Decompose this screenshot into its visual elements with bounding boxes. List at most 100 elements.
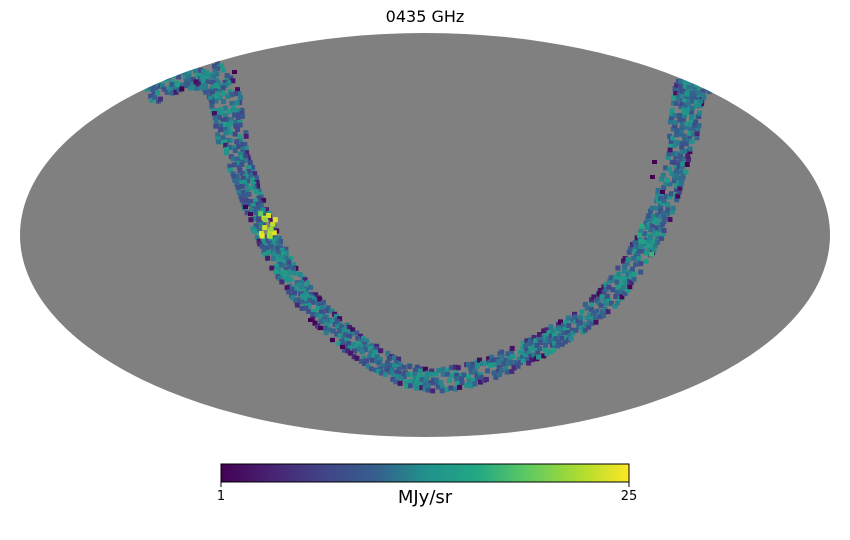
band-pixel	[628, 246, 634, 252]
band-pixel	[181, 63, 187, 68]
band-pixel	[156, 74, 162, 80]
band-pixel	[552, 340, 558, 346]
band-pixel	[211, 74, 217, 80]
band-pixel	[231, 162, 237, 168]
band-pixel	[246, 165, 252, 170]
band-pixel	[610, 287, 616, 293]
band-pixel	[468, 383, 474, 389]
band-pixel	[604, 293, 610, 299]
band-pixel	[367, 355, 373, 361]
band-pixel	[668, 119, 673, 125]
band-pixel	[179, 66, 185, 71]
band-pixel	[672, 113, 678, 119]
band-pixel	[606, 284, 612, 290]
band-pixel	[214, 71, 220, 77]
band-pixel	[291, 262, 297, 268]
band-pixel	[315, 305, 321, 311]
band-pixel	[236, 91, 242, 97]
colorbar-max-label: 25	[621, 489, 638, 504]
band-pixel	[194, 85, 200, 91]
band-pixel	[272, 233, 278, 239]
band-pixel	[243, 130, 249, 136]
band-pixel	[268, 244, 274, 250]
band-pixel	[238, 95, 244, 101]
band-pixel	[414, 380, 420, 386]
band-pixel	[528, 337, 534, 343]
band-pixel	[488, 362, 493, 368]
colorbar-min-label: 1	[217, 489, 225, 504]
band-pixel	[230, 78, 236, 84]
band-pixel	[671, 151, 677, 157]
band-pixel	[303, 286, 309, 292]
band-pixel	[397, 362, 403, 368]
band-pixel	[292, 290, 297, 296]
band-pixel	[234, 100, 240, 106]
band-pixel	[417, 368, 423, 374]
band-pixel	[496, 359, 502, 365]
band-pixel	[685, 137, 691, 142]
band-pixel	[407, 383, 413, 389]
band-pixel	[220, 85, 226, 91]
band-pixel	[405, 371, 411, 377]
band-pixel	[633, 244, 639, 250]
band-pixel	[699, 67, 705, 73]
band-pixel	[563, 319, 569, 325]
band-pixel	[652, 219, 658, 225]
band-pixel	[396, 366, 402, 372]
band-pixel	[297, 272, 303, 277]
band-pixel	[256, 227, 262, 233]
band-pixel	[309, 295, 315, 301]
band-pixel	[669, 209, 675, 215]
band-pixel	[618, 288, 624, 294]
band-pixel	[208, 95, 214, 101]
band-pixel	[276, 253, 282, 259]
band-pixel	[383, 372, 388, 378]
band-pixel	[180, 82, 185, 88]
band-pixel	[358, 333, 363, 339]
band-pixel	[686, 97, 692, 103]
band-pixel	[613, 294, 619, 299]
band-pixel	[230, 171, 236, 177]
band-pixel	[689, 109, 694, 115]
band-pixel	[380, 362, 386, 368]
band-pixel	[647, 238, 653, 244]
band-pixel	[368, 350, 374, 356]
band-pixel	[668, 191, 674, 197]
band-pixel	[229, 117, 234, 123]
band-pixel	[356, 341, 362, 347]
band-pixel	[197, 75, 203, 81]
band-pixel	[232, 119, 238, 125]
band-pixel	[563, 326, 569, 332]
band-pixel	[459, 376, 464, 382]
band-pixel	[237, 119, 243, 125]
band-pixel	[587, 312, 593, 318]
band-pixel	[607, 278, 613, 284]
band-pixel	[157, 96, 163, 102]
band-pixel	[665, 155, 671, 160]
band-pixel	[654, 205, 660, 211]
band-pixel	[345, 348, 351, 354]
band-pixel	[696, 123, 702, 128]
band-pixel	[689, 105, 695, 111]
band-pixel	[148, 93, 154, 99]
band-pixel	[235, 185, 241, 191]
band-pixel	[674, 151, 680, 157]
band-pixel	[670, 126, 676, 132]
band-pixel	[256, 205, 261, 211]
band-pixel	[209, 103, 215, 109]
band-pixel	[270, 256, 276, 262]
band-pixel	[206, 73, 212, 79]
band-pixel	[243, 182, 249, 188]
band-pixel	[253, 210, 259, 216]
band-pixel	[412, 371, 418, 377]
band-pixel	[551, 332, 557, 338]
band-pixel	[663, 165, 669, 171]
band-pixel	[261, 248, 267, 254]
band-pixel	[347, 325, 353, 330]
band-pixel	[231, 174, 237, 180]
band-pixel	[329, 319, 335, 324]
band-pixel	[314, 312, 320, 318]
band-pixel	[480, 361, 485, 367]
band-pixel	[337, 316, 343, 322]
band-pixel	[354, 330, 360, 336]
